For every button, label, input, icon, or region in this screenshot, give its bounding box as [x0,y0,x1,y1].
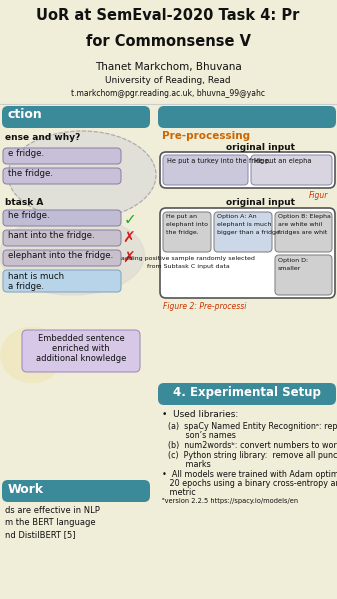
FancyBboxPatch shape [214,212,272,252]
FancyBboxPatch shape [3,210,121,226]
FancyBboxPatch shape [251,155,332,185]
FancyBboxPatch shape [163,155,248,185]
Text: UoR at SemEval-2020 Task 4: Pr: UoR at SemEval-2020 Task 4: Pr [36,8,300,23]
Text: are white whil: are white whil [278,222,322,227]
Text: ✓: ✓ [124,212,137,227]
FancyBboxPatch shape [3,270,121,292]
Ellipse shape [1,328,63,383]
Text: (c)  Python string library:  remove all punct: (c) Python string library: remove all pu… [168,451,337,460]
Text: adding positive sample randomly selected: adding positive sample randomly selected [121,256,255,261]
Text: (b)  num2wordsᵇ: convert numbers to words: (b) num2wordsᵇ: convert numbers to words [168,441,337,450]
Ellipse shape [0,215,145,295]
Text: m the BERT language: m the BERT language [5,518,96,527]
Text: e fridge.: e fridge. [8,149,44,158]
Text: ds are effective in NLP: ds are effective in NLP [5,506,100,515]
Text: elephant into: elephant into [166,222,208,227]
Text: ✗: ✗ [122,231,135,246]
Text: elephant into the fridge.: elephant into the fridge. [8,251,113,260]
Text: btask A: btask A [5,198,43,207]
FancyBboxPatch shape [2,480,150,502]
Text: the fridge.: the fridge. [8,169,53,178]
Text: Embedded sentence: Embedded sentence [38,334,124,343]
FancyBboxPatch shape [163,212,211,252]
Text: original input: original input [226,143,295,152]
Text: nd DistilBERT [5]: nd DistilBERT [5] [5,530,75,539]
FancyBboxPatch shape [160,152,335,188]
Text: ction: ction [8,108,43,121]
Text: •  Used libraries:: • Used libraries: [162,410,238,419]
Text: hant into the fridge.: hant into the fridge. [8,231,95,240]
Text: metric: metric [162,488,196,497]
Text: Work: Work [8,483,44,496]
Text: Option A: An: Option A: An [217,214,256,219]
Text: ᵃversion 2.2.5 https://spacy.io/models/en: ᵃversion 2.2.5 https://spacy.io/models/e… [162,498,298,504]
Text: enriched with: enriched with [52,344,110,353]
Text: fridges are whit: fridges are whit [278,230,327,235]
Text: Figur: Figur [309,191,328,200]
Text: bigger than a fridge.: bigger than a fridge. [217,230,282,235]
Text: from Subtask C input data: from Subtask C input data [147,264,229,269]
FancyBboxPatch shape [158,106,336,128]
Text: smaller: smaller [278,266,301,271]
Text: He put a turkey into the fridge.: He put a turkey into the fridge. [167,158,271,164]
Ellipse shape [8,131,156,219]
Text: University of Reading, Read: University of Reading, Read [105,76,231,85]
Text: Thanet Markchom, Bhuvana: Thanet Markchom, Bhuvana [95,62,241,72]
FancyBboxPatch shape [275,212,332,252]
Text: Option D:: Option D: [278,258,308,263]
FancyBboxPatch shape [3,148,121,164]
Text: He put an: He put an [166,214,197,219]
Text: son’s names: son’s names [168,431,236,440]
Text: He put an elepha: He put an elepha [254,158,311,164]
Text: ense and why?: ense and why? [5,133,81,142]
Text: the fridge.: the fridge. [166,230,199,235]
FancyBboxPatch shape [158,383,336,405]
Text: original input: original input [226,198,295,207]
FancyBboxPatch shape [275,255,332,295]
FancyBboxPatch shape [3,168,121,184]
FancyBboxPatch shape [3,250,121,266]
FancyBboxPatch shape [3,230,121,246]
FancyBboxPatch shape [2,106,150,128]
Text: t.markchom@pgr.reading.ac.uk, bhuvna_99@yahc: t.markchom@pgr.reading.ac.uk, bhuvna_99@… [71,89,265,98]
Text: Pre-processing: Pre-processing [162,131,250,141]
Text: ✗: ✗ [122,251,135,266]
Text: marks: marks [168,460,211,469]
FancyBboxPatch shape [160,208,335,298]
Text: 4. Experimental Setup: 4. Experimental Setup [173,386,321,399]
Text: •  All models were trained with Adam optimis: • All models were trained with Adam opti… [162,470,337,479]
Text: elephant is much: elephant is much [217,222,272,227]
Text: hant is much: hant is much [8,272,64,281]
Text: he fridge.: he fridge. [8,211,50,220]
Text: 20 epochs using a binary cross-entropy and ac: 20 epochs using a binary cross-entropy a… [162,479,337,488]
FancyBboxPatch shape [22,330,140,372]
Text: for Commonsense V: for Commonsense V [86,34,250,49]
Text: (a)  spaCy Named Entity Recognitionᵃ: repla: (a) spaCy Named Entity Recognitionᵃ: rep… [168,422,337,431]
Text: a fridge.: a fridge. [8,282,44,291]
Text: additional knowledge: additional knowledge [36,354,126,363]
Text: Option B: Elepha: Option B: Elepha [278,214,331,219]
Text: Figure 2: Pre-processi: Figure 2: Pre-processi [163,302,246,311]
